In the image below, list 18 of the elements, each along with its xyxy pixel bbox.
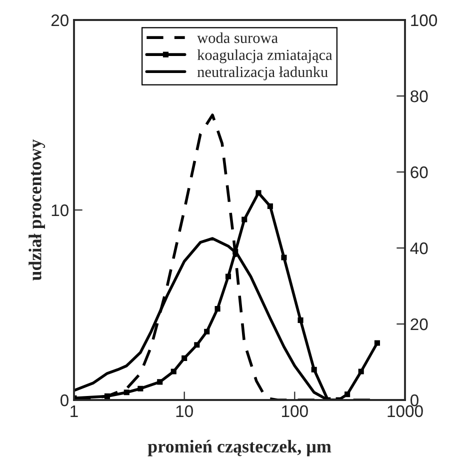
x-axis-title: promień cząsteczek, μm (148, 440, 332, 456)
y2-tick-label: 100 (411, 14, 438, 26)
y2-tick-label: 80 (410, 90, 428, 102)
y-axis-title: udział procentowy (28, 139, 46, 281)
y-tick-label: 10 (52, 204, 68, 216)
y-tick-label: 0 (60, 394, 68, 406)
y2-tick-label: 40 (410, 242, 428, 254)
y2-tick-label: 20 (410, 318, 428, 330)
y2-tick-label: 60 (410, 166, 428, 178)
x-tick-label: 1000 (388, 405, 423, 418)
legend-label: woda surowa (197, 32, 278, 44)
legend-label: neutralizacja ładunku (197, 66, 328, 80)
y-tick-label: 20 (51, 14, 68, 26)
legend-label: koagulacja zmiatająca (197, 49, 332, 64)
x-tick-label: 100 (282, 405, 308, 418)
x-tick-label: 1 (70, 405, 78, 417)
y2-tick-label: 0 (410, 394, 418, 406)
x-tick-label: 10 (176, 405, 193, 418)
